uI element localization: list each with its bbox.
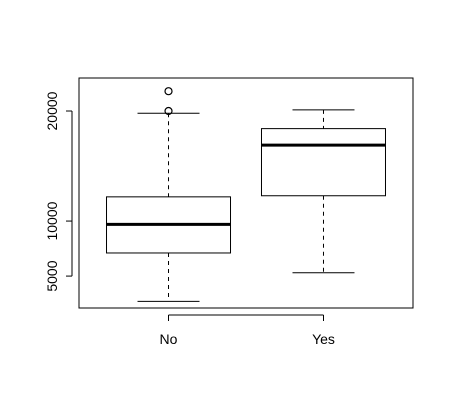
y-axis: 5000 10000 20000 [44,91,73,292]
box-no [106,87,232,302]
x-tick-label: Yes [312,331,335,347]
boxes [106,87,386,302]
outlier-point [164,106,173,116]
y-tick-label: 10000 [44,201,60,240]
y-tick-label: 5000 [44,260,60,291]
x-axis: No Yes [160,314,335,347]
box-yes [260,109,386,274]
y-tick-label: 20000 [44,91,60,130]
plot-frame [78,77,414,309]
outlier-point [164,87,173,96]
x-tick-label: No [160,331,178,347]
iqr-box [260,128,386,197]
